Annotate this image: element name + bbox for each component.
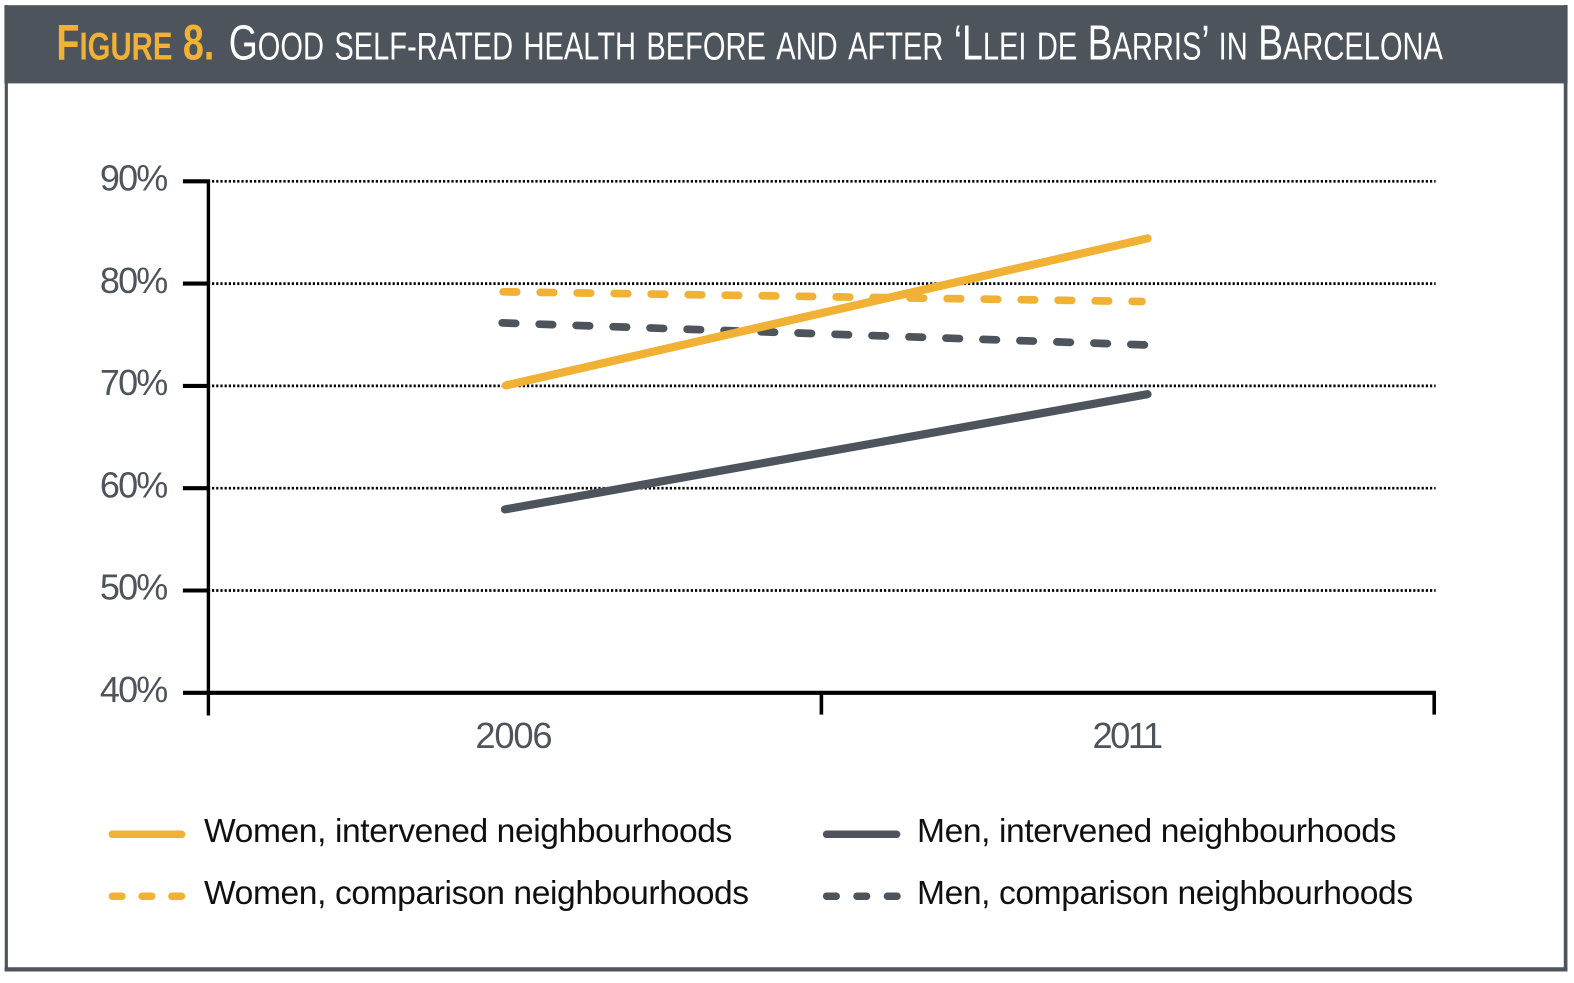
svg-text:70%: 70% — [100, 362, 167, 403]
svg-text:Women, intervened neighbourhoo: Women, intervened neighbourhoods — [204, 813, 732, 850]
svg-text:Men, comparison neighbourhoods: Men, comparison neighbourhoods — [917, 875, 1413, 912]
svg-text:Women, comparison neighbourhoo: Women, comparison neighbourhoods — [204, 875, 749, 912]
svg-text:40%: 40% — [100, 669, 167, 710]
svg-text:GOOD SELF-RATED HEALTH BEFORE: GOOD SELF-RATED HEALTH BEFORE AND AFTER … — [229, 15, 1443, 70]
svg-text:FIGURE 8.: FIGURE 8. — [56, 16, 214, 71]
svg-text:2011: 2011 — [1092, 715, 1161, 756]
svg-text:Men, intervened neighbourhoods: Men, intervened neighbourhoods — [917, 813, 1396, 850]
svg-text:80%: 80% — [100, 260, 167, 301]
svg-text:60%: 60% — [100, 464, 167, 505]
svg-text:2006: 2006 — [475, 715, 551, 756]
svg-text:90%: 90% — [100, 158, 167, 199]
svg-text:50%: 50% — [100, 567, 167, 608]
